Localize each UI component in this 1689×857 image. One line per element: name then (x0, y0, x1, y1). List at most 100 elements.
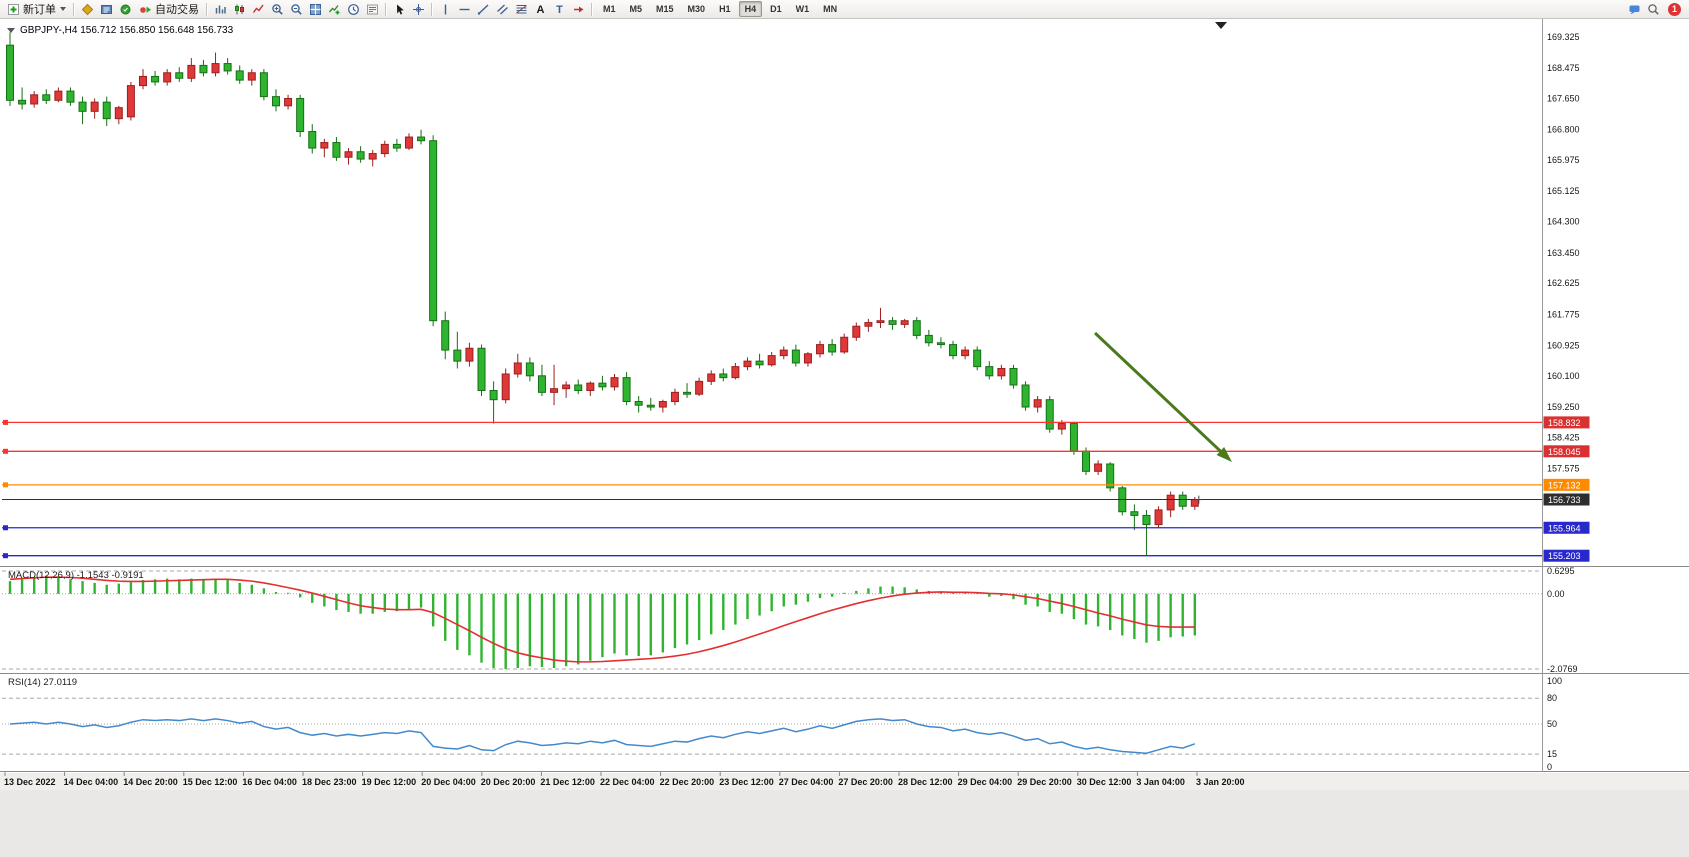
channel-icon[interactable] (493, 2, 512, 17)
candle (924, 334, 933, 344)
market-watch-icon[interactable] (97, 2, 116, 17)
trendline-icon[interactable] (474, 2, 493, 17)
candle (828, 344, 837, 353)
candle (1069, 423, 1078, 452)
trend-arrow[interactable] (1093, 331, 1222, 453)
timeframe-m15-button[interactable]: M15 (656, 4, 674, 14)
candle (284, 97, 293, 107)
time-axis-label: 29 Dec 04:00 (958, 777, 1013, 787)
chart-shift-marker[interactable] (1215, 22, 1227, 29)
line-handle[interactable] (3, 482, 8, 488)
crosshair-icon[interactable] (409, 2, 428, 17)
line-handle[interactable] (3, 525, 8, 531)
timeframe-h1-button[interactable]: H1 (719, 4, 731, 14)
price-axis-label: 167.650 (1547, 93, 1580, 103)
fibonacci-icon[interactable] (512, 2, 531, 17)
price-level-badge-text: 155.964 (1548, 523, 1581, 533)
search-icon[interactable] (1644, 2, 1663, 17)
candle (356, 151, 365, 160)
text-label-icon[interactable]: T (550, 2, 569, 17)
candle (465, 347, 474, 362)
one-click-panel-toggle-icon[interactable] (7, 28, 15, 33)
rsi-scale-label: 50 (1547, 719, 1557, 729)
templates-icon[interactable] (363, 2, 382, 17)
bar-chart-icon[interactable] (211, 2, 230, 17)
price-axis[interactable] (1542, 19, 1689, 772)
candle (973, 349, 982, 368)
svg-text:T: T (556, 4, 563, 16)
candle (271, 96, 280, 107)
navigator-icon[interactable] (116, 2, 135, 17)
candle (840, 336, 849, 353)
price-axis-label: 157.575 (1547, 464, 1580, 474)
horizontal-line-icon[interactable] (455, 2, 474, 17)
zoom-out-icon[interactable] (287, 2, 306, 17)
text-icon[interactable]: A (531, 2, 550, 17)
timeframe-w1-button[interactable]: W1 (795, 4, 810, 14)
candle (66, 90, 75, 103)
arrows-icon[interactable] (569, 2, 588, 17)
time-axis-label: 22 Dec 04:00 (600, 777, 655, 787)
price-level-badge (1543, 549, 1590, 562)
new-order-button[interactable]: 新订单 (3, 1, 70, 17)
candle (888, 320, 897, 325)
vertical-line-icon[interactable] (436, 2, 455, 17)
candle (404, 136, 413, 149)
line-chart-icon[interactable] (249, 2, 268, 17)
timeframe-mn-button[interactable]: MN (823, 4, 838, 14)
candle (936, 342, 945, 346)
line-handle[interactable] (3, 448, 8, 454)
rsi-indicator-label: RSI(14) 27.0119 (8, 677, 78, 688)
candlestick-chart-icon[interactable] (230, 2, 249, 17)
candle (816, 344, 825, 355)
toolbar-separator (431, 2, 433, 16)
candle (1094, 463, 1103, 472)
candle (78, 101, 87, 112)
periods-icon[interactable] (344, 2, 363, 17)
chart-canvas: 169.325 168.475 167.650 166.800 165.975 165.1… (0, 19, 1689, 857)
notification-badge[interactable]: 1 (1668, 2, 1681, 16)
profiles-icon[interactable] (78, 2, 97, 17)
candle (114, 107, 123, 120)
line-handle[interactable] (3, 553, 8, 559)
time-axis-label: 22 Dec 20:00 (660, 777, 715, 787)
time-axis-strip[interactable] (0, 772, 1689, 790)
candle (550, 388, 559, 393)
timeframe-m1-button[interactable]: M1 (603, 4, 616, 14)
toolbar-separator (385, 2, 387, 16)
cursor-icon[interactable] (390, 2, 409, 17)
time-axis-label: 13 Dec 2022 (4, 777, 56, 787)
chat-icon[interactable] (1625, 2, 1644, 17)
chart-background (0, 19, 1689, 772)
autotrading-label: 自动交易 (155, 4, 199, 16)
candle (392, 143, 401, 149)
time-axis-label: 3 Jan 20:00 (1196, 777, 1245, 787)
new-order-label: 新订单 (23, 4, 56, 16)
zoom-in-icon[interactable] (268, 2, 287, 17)
timeframe-m5-button[interactable]: M5 (629, 4, 643, 14)
candle (151, 75, 160, 83)
macd-indicator-label: MACD(12,26,9) -1.1543 -0.9191 (8, 570, 144, 581)
tile-windows-icon[interactable] (306, 2, 325, 17)
candle (1033, 399, 1042, 408)
timeframe-d1-button[interactable]: D1 (770, 4, 782, 14)
candle (997, 367, 1006, 377)
toolbar-separator (591, 2, 593, 16)
candle (1142, 514, 1151, 526)
price-axis-label: 162.625 (1547, 278, 1580, 288)
autotrading-button[interactable]: 自动交易 (135, 1, 203, 17)
price-level-badge (1543, 478, 1590, 491)
indicators-icon[interactable] (325, 2, 344, 17)
price-axis-label: 164.300 (1547, 217, 1580, 227)
time-axis-label: 3 Jan 04:00 (1136, 777, 1185, 787)
candle (1057, 423, 1066, 430)
candle (30, 94, 39, 105)
timeframe-m30-button[interactable]: M30 (687, 4, 706, 14)
price-axis-label: 158.425 (1547, 432, 1580, 442)
trend-arrow-head[interactable] (1216, 447, 1232, 462)
timeframe-h4-button[interactable]: H4 (738, 1, 763, 17)
new-order-icon (7, 3, 20, 16)
line-handle[interactable] (3, 419, 8, 425)
time-axis-label: 14 Dec 04:00 (64, 777, 119, 787)
